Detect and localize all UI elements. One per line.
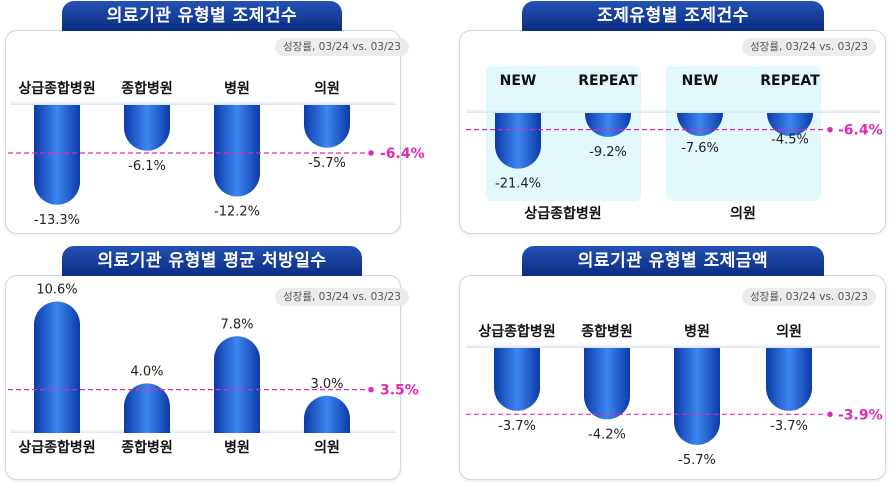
bar-3: [304, 395, 350, 433]
chart-title-avg-days-by-type: 의료기관 유형별 평균 처방일수: [62, 246, 362, 276]
growth-note-badge: 성장률, 03/24 vs. 03/23: [742, 38, 876, 56]
category-label-0: 상급종합병원: [18, 80, 95, 97]
bar-3: [766, 348, 812, 411]
category-label-2: 병원: [224, 80, 250, 97]
category-label-0: 상급종합병원: [18, 439, 95, 456]
baseline: [10, 99, 395, 105]
group-box-1: [666, 66, 821, 201]
average-label: -6.4%: [380, 146, 425, 162]
average-marker: [368, 150, 374, 156]
value-label-2: -12.2%: [214, 205, 260, 220]
value-label-2: 7.8%: [220, 317, 253, 332]
average-marker: [827, 411, 833, 418]
value-label-1: 4.0%: [130, 364, 163, 379]
average-marker: [368, 386, 374, 393]
average-label: -6.4%: [838, 123, 883, 139]
bar-0: [494, 348, 540, 411]
bar-3: [767, 113, 813, 136]
category-label-1: 종합병원: [121, 80, 173, 97]
bar-0: [495, 113, 541, 169]
baseline: [10, 427, 395, 433]
category-label-2: NEW: [682, 73, 719, 89]
bar-0: [34, 301, 80, 433]
value-label-0: -3.7%: [498, 419, 536, 434]
average-marker: [827, 126, 833, 133]
value-label-0: 10.6%: [36, 283, 77, 298]
category-label-2: 병원: [684, 323, 710, 340]
value-label-1: -6.1%: [128, 159, 166, 174]
chart-title-claims-by-type: 의료기관 유형별 조제건수: [62, 1, 342, 31]
category-label-1: 종합병원: [121, 439, 173, 456]
value-label-2: -5.7%: [678, 453, 716, 468]
category-label-0: 상급종합병원: [478, 323, 555, 340]
bar-2: [677, 113, 723, 136]
group-label-0: 상급종합병원: [524, 205, 601, 222]
value-label-3: -5.7%: [308, 156, 346, 171]
bar-1: [584, 348, 630, 420]
average-label: 3.5%: [380, 383, 419, 399]
chart-title-amount-by-type: 의료기관 유형별 조제금액: [522, 246, 824, 276]
bar-1: [124, 383, 170, 433]
bar-3: [304, 105, 350, 148]
bar-2: [674, 348, 720, 445]
bar-2: [214, 105, 260, 197]
category-label-1: REPEAT: [578, 73, 638, 89]
growth-note-badge: 성장률, 03/24 vs. 03/23: [742, 288, 876, 306]
category-label-3: 의원: [314, 80, 340, 97]
category-label-2: 병원: [224, 439, 250, 456]
category-label-0: NEW: [500, 73, 537, 89]
growth-note-badge: 성장률, 03/24 vs. 03/23: [275, 38, 409, 56]
category-label-3: REPEAT: [760, 73, 820, 89]
group-label-1: 의원: [730, 205, 756, 222]
chart-title-claims-by-dispense-type: 조제유형별 조제건수: [522, 1, 824, 31]
value-label-0: -21.4%: [495, 177, 541, 192]
bar-1: [585, 113, 631, 137]
baseline: [466, 342, 880, 348]
value-label-1: -4.2%: [588, 427, 626, 442]
bar-0: [34, 105, 80, 205]
category-label-1: 종합병원: [581, 323, 633, 340]
value-label-3: -3.7%: [770, 419, 808, 434]
growth-note-badge: 성장률, 03/24 vs. 03/23: [275, 288, 409, 306]
category-label-3: 의원: [314, 439, 340, 456]
value-label-0: -13.3%: [34, 213, 80, 228]
baseline: [466, 107, 880, 113]
category-label-3: 의원: [776, 323, 802, 340]
bar-1: [124, 105, 170, 151]
average-label: -3.9%: [838, 407, 883, 423]
value-label-1: -9.2%: [589, 145, 627, 160]
bar-2: [214, 336, 260, 433]
value-label-3: 3.0%: [310, 377, 343, 392]
value-label-3: -4.5%: [771, 133, 809, 148]
value-label-2: -7.6%: [681, 141, 719, 156]
